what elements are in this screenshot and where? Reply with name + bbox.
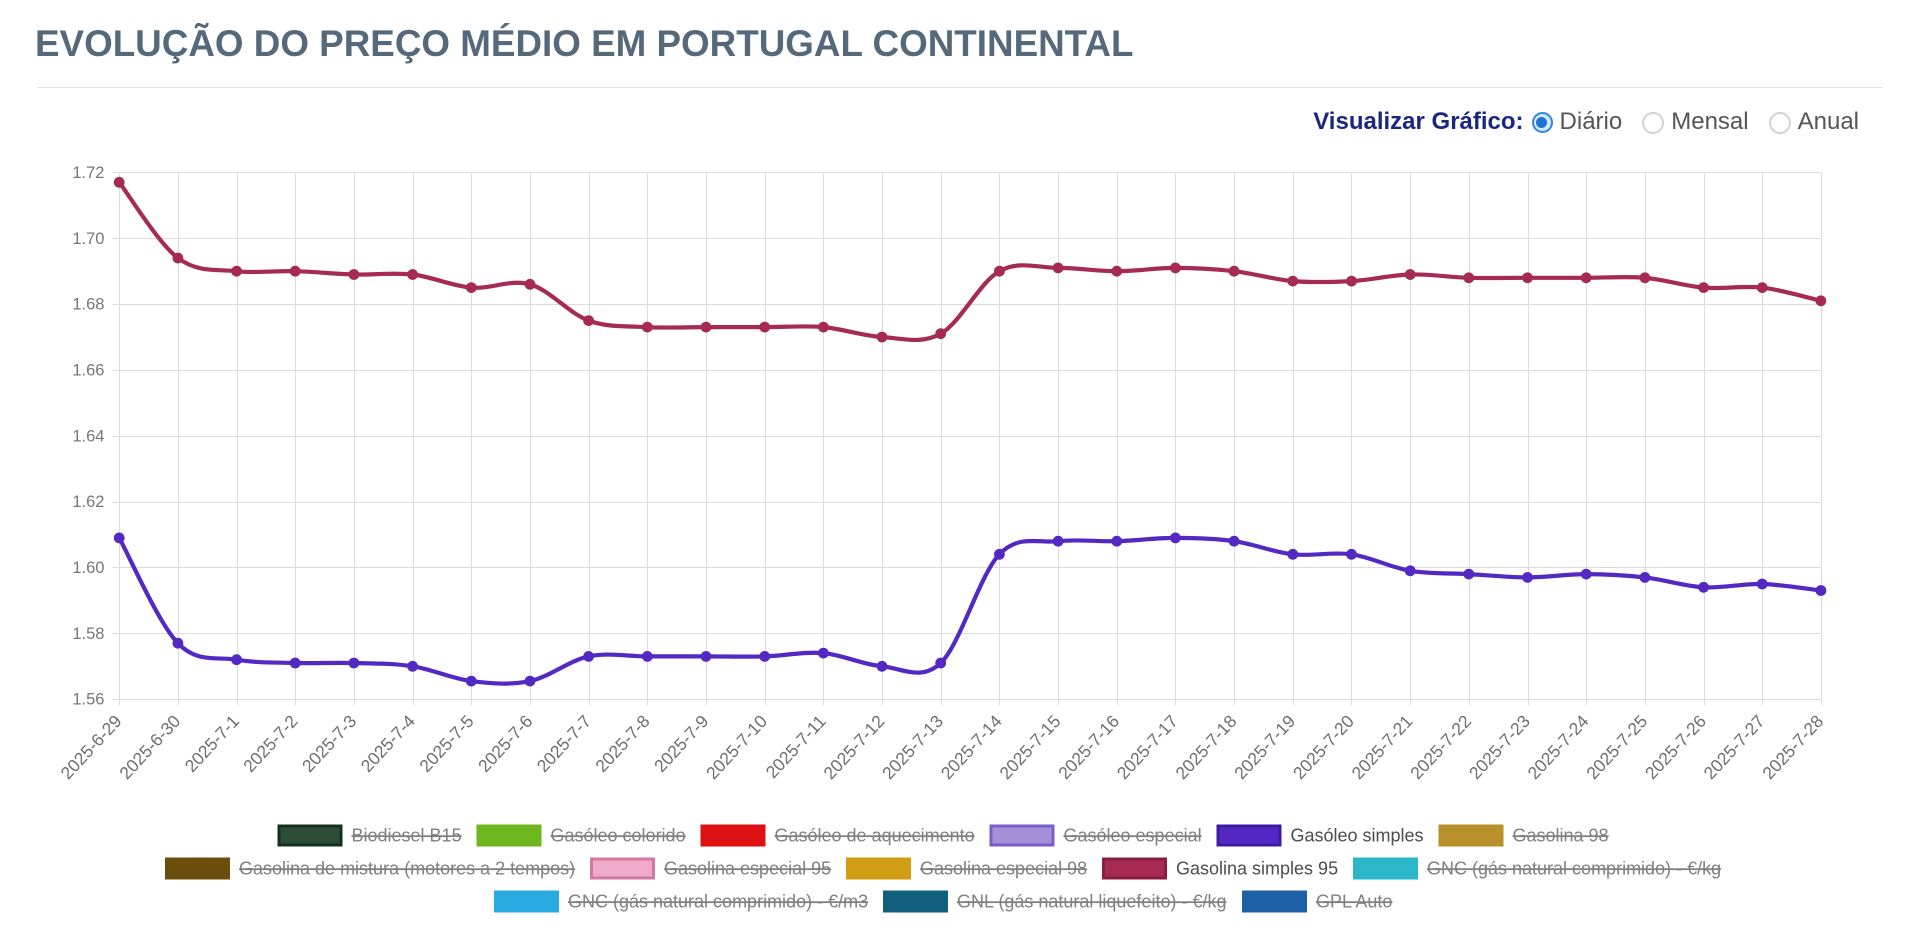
svg-text:2025-7-9: 2025-7-9	[650, 711, 712, 776]
svg-text:Gasóleo colorido: Gasóleo colorido	[551, 826, 686, 846]
svg-text:Gasolina de mistura (motores a: Gasolina de mistura (motores a 2 tempos)	[239, 859, 575, 879]
svg-text:1.68: 1.68	[72, 296, 104, 314]
svg-text:1.64: 1.64	[72, 427, 104, 445]
svg-text:2025-7-22: 2025-7-22	[1406, 711, 1475, 783]
svg-text:1.60: 1.60	[72, 559, 104, 577]
svg-text:2025-7-26: 2025-7-26	[1641, 711, 1710, 783]
svg-text:Gasóleo de aquecimento: Gasóleo de aquecimento	[775, 826, 975, 846]
svg-text:Gasóleo especial: Gasóleo especial	[1064, 826, 1202, 846]
svg-text:Biodiesel B15: Biodiesel B15	[352, 826, 462, 846]
svg-text:2025-7-21: 2025-7-21	[1348, 711, 1417, 783]
svg-text:1.70: 1.70	[72, 230, 104, 248]
svg-text:1.56: 1.56	[72, 691, 104, 709]
svg-text:2025-7-28: 2025-7-28	[1758, 711, 1827, 783]
svg-text:Gasóleo simples: Gasóleo simples	[1291, 826, 1424, 846]
svg-text:2025-7-13: 2025-7-13	[878, 711, 947, 783]
svg-text:1.62: 1.62	[72, 493, 104, 511]
svg-text:2025-7-11: 2025-7-11	[762, 711, 830, 782]
svg-text:2025-7-18: 2025-7-18	[1171, 711, 1240, 783]
svg-text:Gasolina especial 95: Gasolina especial 95	[664, 859, 831, 879]
svg-text:2025-7-8: 2025-7-8	[591, 711, 653, 776]
svg-text:2025-7-7: 2025-7-7	[533, 711, 595, 776]
svg-text:1.58: 1.58	[72, 625, 104, 643]
svg-text:2025-7-1: 2025-7-1	[181, 711, 243, 776]
svg-text:2025-7-10: 2025-7-10	[702, 711, 771, 783]
svg-text:2025-7-15: 2025-7-15	[995, 711, 1064, 783]
svg-text:2025-7-20: 2025-7-20	[1289, 711, 1358, 783]
svg-text:GPL Auto: GPL Auto	[1316, 892, 1392, 912]
svg-text:2025-7-3: 2025-7-3	[298, 711, 360, 776]
svg-text:2025-7-14: 2025-7-14	[937, 711, 1006, 783]
svg-text:2025-7-6: 2025-7-6	[474, 711, 536, 776]
svg-text:1.66: 1.66	[72, 362, 104, 380]
svg-text:2025-7-17: 2025-7-17	[1113, 711, 1182, 783]
svg-text:GNC (gás natural comprimido) -: GNC (gás natural comprimido) - €/m3	[568, 892, 868, 912]
svg-text:2025-7-24: 2025-7-24	[1524, 711, 1593, 783]
svg-text:Gasolina simples 95: Gasolina simples 95	[1176, 859, 1338, 879]
svg-text:2025-7-23: 2025-7-23	[1465, 711, 1534, 783]
svg-text:2025-7-25: 2025-7-25	[1582, 711, 1651, 783]
svg-text:2025-7-27: 2025-7-27	[1700, 711, 1769, 783]
svg-text:GNC (gás natural comprimido) -: GNC (gás natural comprimido) - €/kg	[1427, 859, 1721, 879]
svg-text:Gasolina especial 98: Gasolina especial 98	[920, 859, 1087, 879]
svg-text:2025-7-12: 2025-7-12	[819, 711, 888, 783]
svg-text:2025-7-16: 2025-7-16	[1054, 711, 1123, 783]
svg-text:2025-6-30: 2025-6-30	[115, 711, 184, 783]
svg-text:2025-7-5: 2025-7-5	[415, 711, 477, 776]
svg-text:2025-6-29: 2025-6-29	[57, 711, 126, 783]
svg-text:2025-7-4: 2025-7-4	[357, 711, 420, 776]
svg-text:2025-7-2: 2025-7-2	[239, 711, 301, 776]
svg-text:GNL (gás natural liquefeito) -: GNL (gás natural liquefeito) - €/kg	[957, 892, 1226, 912]
svg-text:2025-7-19: 2025-7-19	[1230, 711, 1299, 783]
svg-text:Gasolina 98: Gasolina 98	[1513, 826, 1609, 846]
svg-text:1.72: 1.72	[72, 164, 104, 182]
